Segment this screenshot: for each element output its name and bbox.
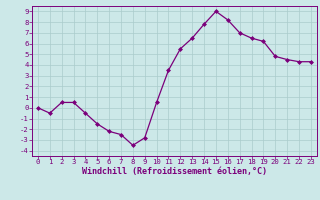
X-axis label: Windchill (Refroidissement éolien,°C): Windchill (Refroidissement éolien,°C)	[82, 167, 267, 176]
